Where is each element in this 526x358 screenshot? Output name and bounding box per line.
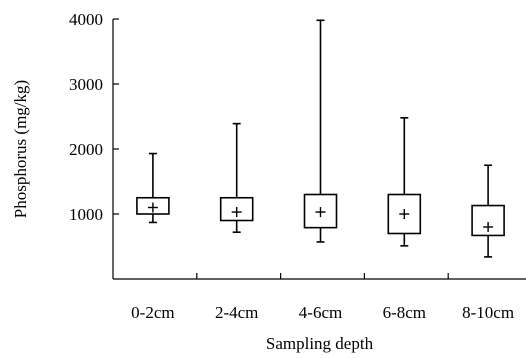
x-axis-title: Sampling depth — [266, 334, 374, 353]
x-axis-ticks: 0-2cm 2-4cm 4-6cm 6-8cm 8-10cm — [131, 273, 514, 322]
box-4-6cm — [303, 19, 338, 243]
box-8-10cm — [471, 164, 505, 258]
x-tick-label: 2-4cm — [215, 303, 258, 322]
box-6-8cm — [387, 117, 422, 247]
x-tick-label: 6-8cm — [383, 303, 426, 322]
x-tick-label: 8-10cm — [462, 303, 514, 322]
y-tick-label: 4000 — [69, 10, 103, 29]
y-axis-title: Phosphorus (mg/kg) — [11, 80, 30, 218]
y-tick-label: 1000 — [69, 205, 103, 224]
boxes — [136, 19, 505, 258]
box-0-2cm — [136, 152, 170, 224]
box-2-4cm — [219, 122, 254, 233]
y-axis-ticks: 1000 2000 3000 4000 — [69, 10, 119, 224]
x-tick-label: 0-2cm — [131, 303, 174, 322]
x-tick-label: 4-6cm — [299, 303, 342, 322]
y-tick-label: 3000 — [69, 75, 103, 94]
y-tick-label: 2000 — [69, 140, 103, 159]
